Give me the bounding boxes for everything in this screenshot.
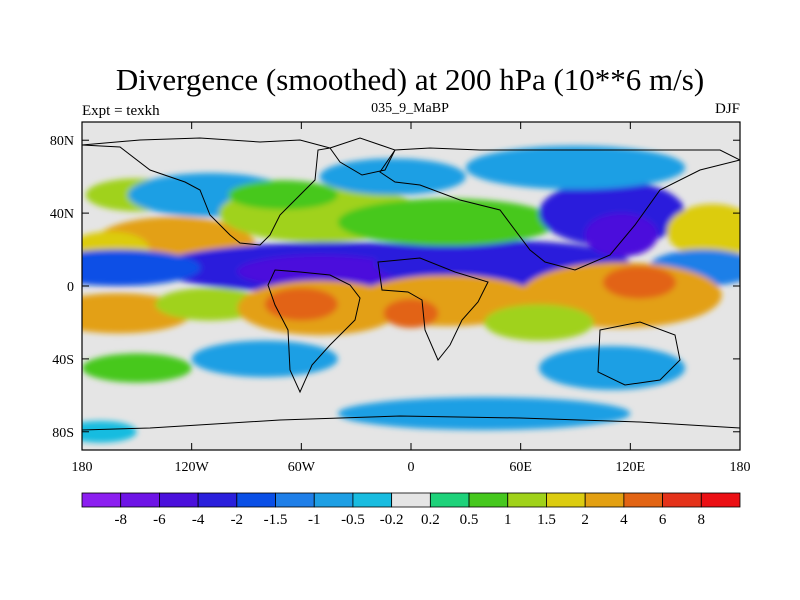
y-tick-label-1: 40N bbox=[50, 207, 74, 222]
colorbar-swatch-9 bbox=[429, 492, 470, 508]
colorbar-swatch-11 bbox=[507, 492, 547, 508]
coastline-south-america bbox=[267, 269, 361, 394]
colorbar-label-10: 1 bbox=[504, 512, 512, 528]
colorbar-swatch-7 bbox=[352, 492, 393, 508]
plot-area bbox=[81, 121, 741, 451]
coastline-australia bbox=[597, 321, 681, 386]
x-tick-label-1: 120W bbox=[175, 460, 210, 475]
colorbar-label-8: 0.2 bbox=[421, 512, 440, 528]
subtitle-center: 035_9_MaBP bbox=[371, 101, 449, 116]
colorbar-swatch-5 bbox=[275, 492, 315, 508]
colorbar-label-4: -1.5 bbox=[264, 512, 288, 528]
coastline-africa bbox=[377, 257, 489, 361]
colorbar-label-15: 8 bbox=[698, 512, 706, 528]
colorbar-label-11: 1.5 bbox=[537, 512, 556, 528]
colorbar-label-9: 0.5 bbox=[460, 512, 479, 528]
colorbar-swatch-8 bbox=[391, 492, 431, 508]
colorbar-label-12: 2 bbox=[581, 512, 589, 528]
coastline-antarctica bbox=[82, 415, 740, 450]
colorbar-label-0: -8 bbox=[114, 512, 127, 528]
divergence-cell-28 bbox=[82, 353, 192, 383]
subtitle-right: DJF bbox=[715, 101, 740, 117]
divergence-cell-8 bbox=[237, 255, 402, 288]
divergence-cell-15 bbox=[666, 204, 740, 259]
coastline-greenland bbox=[329, 137, 396, 176]
divergence-cell-7 bbox=[82, 249, 201, 286]
coastline-north-america bbox=[82, 137, 331, 246]
colorbar-label-3: -2 bbox=[231, 512, 244, 528]
colorbar-swatch-13 bbox=[584, 492, 625, 508]
y-tick-label-2: 0 bbox=[67, 280, 74, 295]
colorbar-swatch-6 bbox=[313, 492, 354, 508]
colorbar-label-7: -0.2 bbox=[380, 512, 404, 528]
colorbar-label-13: 4 bbox=[620, 512, 628, 528]
y-tick-label-3: 40S bbox=[52, 353, 74, 368]
divergence-cell-5 bbox=[228, 180, 338, 210]
x-tick-label-2: 60W bbox=[288, 460, 316, 475]
colorbar-label-2: -4 bbox=[192, 512, 205, 528]
colorbar-swatch-12 bbox=[546, 492, 586, 508]
colorbar-label-1: -6 bbox=[153, 512, 166, 528]
colorbar-label-14: 6 bbox=[659, 512, 667, 528]
divergence-cell-27 bbox=[538, 346, 686, 390]
x-tick-label-6: 180 bbox=[730, 460, 751, 475]
x-tick-label-0: 180 bbox=[72, 460, 93, 475]
colorbar-swatch-2 bbox=[159, 492, 199, 508]
colorbar-swatch-4 bbox=[236, 492, 276, 508]
x-tick-label-4: 60E bbox=[509, 460, 532, 475]
axes: 180 120W 60W 0 60E 120E 180 80N 40N 0 40S 80S bbox=[50, 122, 751, 475]
divergence-cell-22 bbox=[264, 287, 338, 321]
divergence-field bbox=[82, 145, 740, 443]
x-tick-label-3: 0 bbox=[408, 460, 415, 475]
divergence-cell-29 bbox=[337, 397, 631, 430]
divergence-cell-30 bbox=[82, 420, 137, 443]
subtitle-left: Expt = texkh bbox=[82, 103, 160, 119]
colorbar-swatch-16 bbox=[700, 492, 741, 508]
divergence-cell-11 bbox=[319, 158, 466, 195]
divergence-cell-14 bbox=[465, 145, 686, 190]
divergence-cell-18 bbox=[602, 265, 677, 299]
colorbar-swatch-15 bbox=[662, 492, 702, 508]
colorbar-swatch-0 bbox=[81, 492, 122, 508]
divergence-cell-24 bbox=[383, 298, 439, 328]
divergence-cell-26 bbox=[191, 340, 338, 378]
coastline-outlines bbox=[82, 137, 740, 450]
y-tick-label-4: 80S bbox=[52, 426, 74, 441]
divergence-cell-25 bbox=[484, 304, 594, 341]
colorbar-swatch-1 bbox=[120, 492, 160, 508]
y-tick-label-0: 80N bbox=[50, 134, 74, 149]
colorbar-swatch-14 bbox=[623, 492, 663, 508]
chart-title: Divergence (smoothed) at 200 hPa (10**6 … bbox=[116, 62, 704, 97]
divergence-cell-13 bbox=[584, 213, 658, 257]
colorbar-swatch-3 bbox=[197, 492, 238, 508]
colorbar-label-6: -0.5 bbox=[341, 512, 365, 528]
colorbar-swatch-10 bbox=[468, 492, 509, 508]
divergence-cell-10 bbox=[337, 198, 558, 246]
colorbar: -8 -6 -4 -2 -1.5 -1 -0.5 -0.2 0.2 0.5 1 1.5 2 4 6 8 bbox=[81, 492, 741, 528]
divergence-cell-20 bbox=[155, 287, 265, 321]
colorbar-label-5: -1 bbox=[308, 512, 321, 528]
coastline-eurasia bbox=[379, 147, 740, 271]
x-tick-label-5: 120E bbox=[616, 460, 646, 475]
